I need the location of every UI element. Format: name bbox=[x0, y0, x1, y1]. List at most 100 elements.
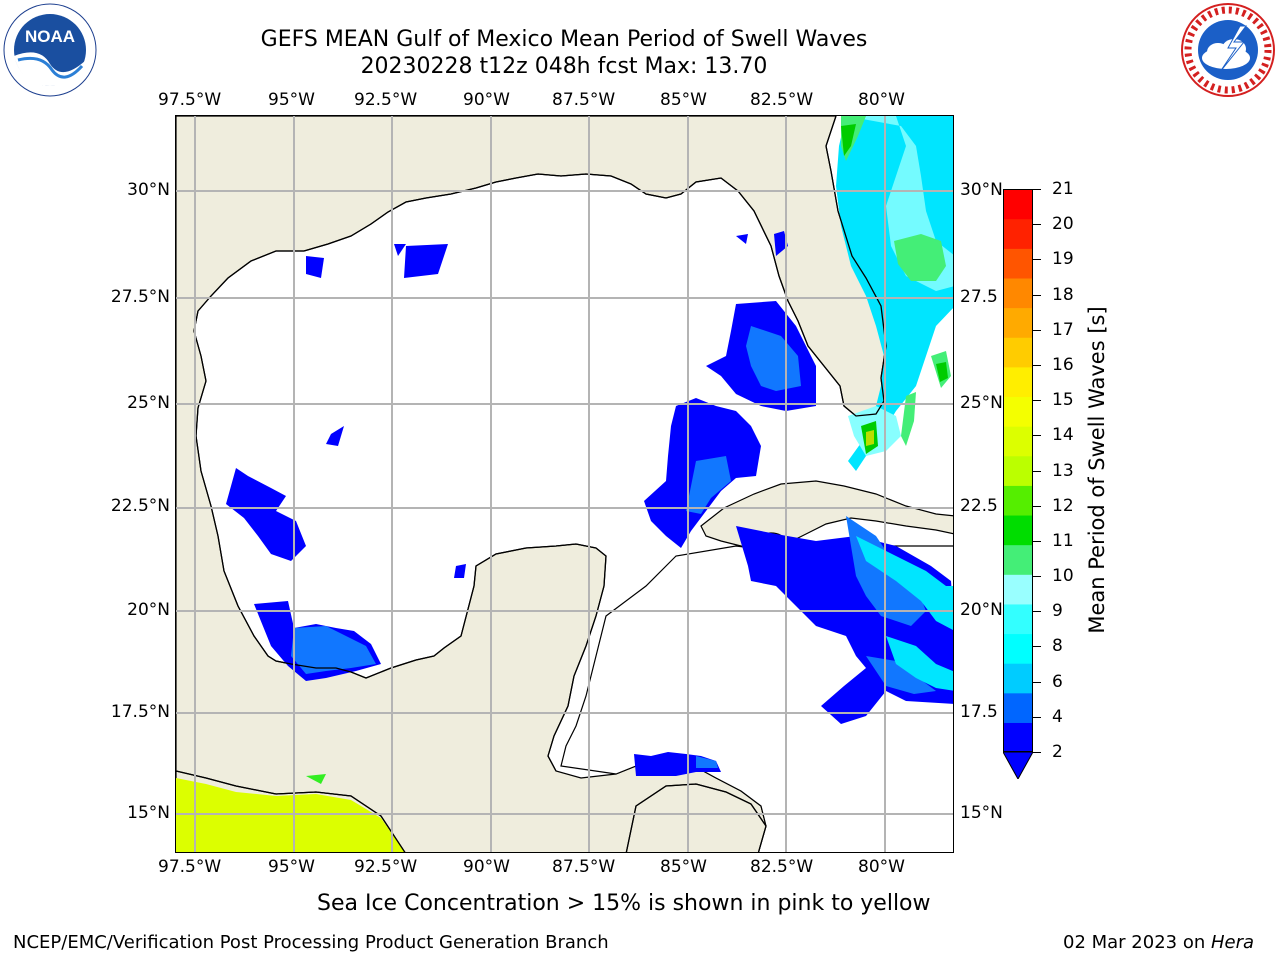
colorbar-tick-mark bbox=[1033, 681, 1041, 683]
colorbar-segment bbox=[1003, 633, 1033, 664]
lon-tick-bottom: 90°W bbox=[463, 857, 510, 877]
colorbar-tick-mark bbox=[1033, 716, 1041, 718]
colorbar-tick-label: 8 bbox=[1052, 636, 1063, 657]
lon-tick-top: 80°W bbox=[858, 90, 905, 110]
lon-tick-top: 95°W bbox=[268, 90, 315, 110]
colorbar-tick-mark bbox=[1033, 400, 1041, 402]
lon-tick-top: 82.5°W bbox=[750, 90, 814, 110]
colorbar-segment bbox=[1003, 218, 1033, 249]
colorbar-tick-mark bbox=[1033, 189, 1041, 190]
map-panel[interactable] bbox=[175, 115, 954, 853]
colorbar-segment bbox=[1003, 189, 1033, 220]
lon-tick-bottom: 80°W bbox=[858, 857, 905, 877]
colorbar-segment bbox=[1003, 603, 1033, 635]
colorbar-segment bbox=[1003, 248, 1033, 279]
colorbar-segment bbox=[1003, 485, 1033, 516]
lon-tick-bottom: 97.5°W bbox=[158, 857, 222, 877]
swell-field-pacific-green bbox=[306, 774, 326, 784]
lon-tick-bottom: 82.5°W bbox=[750, 857, 814, 877]
lon-tick-bottom: 87.5°W bbox=[552, 857, 616, 877]
lon-tick-top: 85°W bbox=[660, 90, 707, 110]
colorbar-segment bbox=[1003, 307, 1033, 338]
colorbar-segment bbox=[1003, 366, 1033, 398]
colorbar-tick-label: 16 bbox=[1052, 354, 1074, 375]
lat-tick-left: 30°N bbox=[127, 180, 170, 200]
colorbar-tick-label: 19 bbox=[1052, 249, 1074, 270]
colorbar-tick-label: 21 bbox=[1052, 179, 1074, 199]
footer-branch: NCEP/EMC/Verification Post Processing Pr… bbox=[13, 932, 609, 953]
lat-tick-left: 25°N bbox=[127, 393, 170, 413]
lon-tick-bottom: 92.5°W bbox=[354, 857, 418, 877]
lon-tick-bottom: 85°W bbox=[660, 857, 707, 877]
colorbar-tick-mark bbox=[1033, 364, 1041, 366]
lat-tick-right: 27.5 bbox=[960, 287, 998, 307]
svg-text:NOAA: NOAA bbox=[25, 27, 75, 46]
colorbar-tick-label: 12 bbox=[1052, 495, 1074, 516]
colorbar-tick-label: 2 bbox=[1052, 742, 1063, 762]
lon-tick-top: 92.5°W bbox=[354, 90, 418, 110]
colorbar-tick-label: 13 bbox=[1052, 460, 1074, 481]
colorbar-segment bbox=[1003, 426, 1033, 457]
chart-title: GEFS MEAN Gulf of Mexico Mean Period of … bbox=[260, 27, 868, 52]
lat-tick-right: 20°N bbox=[960, 600, 1003, 620]
footer-machine: Hera bbox=[1210, 932, 1255, 953]
colorbar-segment bbox=[1003, 574, 1033, 605]
colorbar-tick-mark bbox=[1033, 435, 1041, 437]
colorbar-tick-label: 15 bbox=[1052, 390, 1074, 411]
nws-logo bbox=[1176, 2, 1280, 102]
map-canvas bbox=[176, 116, 953, 852]
colorbar-tick-mark bbox=[1033, 224, 1041, 226]
lon-tick-top: 87.5°W bbox=[552, 90, 616, 110]
colorbar-tick-mark bbox=[1033, 752, 1041, 753]
colorbar-tick-mark bbox=[1033, 505, 1041, 507]
colorbar-segment bbox=[1003, 455, 1033, 486]
coastline-honduras bbox=[625, 783, 767, 852]
colorbar bbox=[1003, 189, 1033, 779]
colorbar-tick-mark bbox=[1033, 540, 1041, 542]
colorbar-segment bbox=[1003, 337, 1033, 368]
colorbar-tick-label: 20 bbox=[1052, 214, 1074, 235]
lat-tick-left: 22.5°N bbox=[110, 496, 170, 516]
colorbar-tick-label: 14 bbox=[1052, 425, 1074, 446]
lat-tick-right: 25°N bbox=[960, 393, 1003, 413]
colorbar-extend-arrow bbox=[1003, 751, 1033, 779]
colorbar-tick-label: 9 bbox=[1052, 601, 1063, 622]
lon-tick-bottom: 95°W bbox=[268, 857, 315, 877]
lat-tick-right: 22.5 bbox=[960, 496, 998, 516]
lat-tick-left: 27.5°N bbox=[110, 287, 170, 307]
colorbar-tick-label: 10 bbox=[1052, 566, 1074, 587]
colorbar-tick-label: 11 bbox=[1052, 530, 1074, 551]
swell-field-12s bbox=[866, 430, 874, 446]
colorbar-tick-label: 17 bbox=[1052, 319, 1074, 340]
colorbar-segment bbox=[1003, 396, 1033, 427]
colorbar-tick-label: 6 bbox=[1052, 671, 1063, 692]
coastline-pacific bbox=[176, 770, 406, 852]
colorbar-tick-mark bbox=[1033, 611, 1041, 613]
lat-tick-right: 17.5 bbox=[960, 702, 998, 722]
chart-subtitle: 20230228 t12z 048h fcst Max: 13.70 bbox=[360, 54, 768, 79]
lon-tick-top: 97.5°W bbox=[158, 90, 222, 110]
colorbar-segment bbox=[1003, 544, 1033, 575]
noaa-logo: NOAA bbox=[0, 2, 104, 102]
colorbar-tick-mark bbox=[1033, 329, 1041, 331]
colorbar-title: Mean Period of Swell Waves [s] bbox=[1085, 306, 1109, 634]
colorbar-tick-mark bbox=[1033, 294, 1041, 296]
coastline bbox=[193, 116, 887, 772]
footer-date-text: 02 Mar 2023 on bbox=[1063, 932, 1211, 953]
lat-tick-left: 17.5°N bbox=[110, 702, 170, 722]
colorbar-tick-label: 18 bbox=[1052, 284, 1074, 305]
colorbar-segment bbox=[1003, 692, 1033, 723]
colorbar-outline bbox=[1003, 189, 1033, 752]
lat-tick-right: 15°N bbox=[960, 803, 1003, 823]
sea-ice-note: Sea Ice Concentration > 15% is shown in … bbox=[317, 891, 931, 916]
colorbar-tick-mark bbox=[1033, 259, 1041, 261]
lat-tick-left: 20°N bbox=[127, 600, 170, 620]
colorbar-tick-label: 4 bbox=[1052, 706, 1063, 727]
lon-tick-top: 90°W bbox=[463, 90, 510, 110]
colorbar-segment bbox=[1003, 663, 1033, 694]
colorbar-segment bbox=[1003, 514, 1033, 546]
lat-tick-left: 15°N bbox=[127, 803, 170, 823]
footer-date: 02 Mar 2023 on Hera bbox=[1063, 932, 1254, 953]
colorbar-segment bbox=[1003, 277, 1033, 309]
colorbar-segment bbox=[1003, 722, 1033, 753]
